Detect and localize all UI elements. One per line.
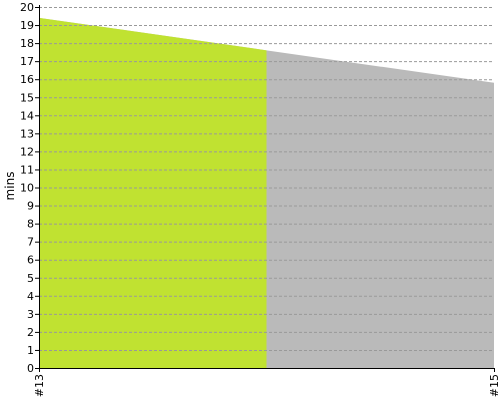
highlight-area xyxy=(39,17,267,369)
y-tick-label: 5 xyxy=(27,272,34,285)
y-tick-label: 9 xyxy=(27,200,34,213)
y-tick-label: 13 xyxy=(20,127,34,140)
y-tick-label: 8 xyxy=(27,218,34,231)
y-tick-label: 2 xyxy=(27,326,34,339)
y-tick-label: 15 xyxy=(20,91,34,104)
y-tick-label: 14 xyxy=(20,109,34,122)
y-tick-label: 6 xyxy=(27,254,34,267)
y-tick-label: 10 xyxy=(20,182,34,195)
grid-layer xyxy=(35,7,494,369)
y-tick-label: 12 xyxy=(20,145,34,158)
x-tick-labels: #13 #15 xyxy=(33,368,500,397)
y-axis-label: mins xyxy=(3,172,17,201)
axis-layer xyxy=(39,5,494,369)
y-tick-label: 0 xyxy=(27,362,34,375)
y-tick-label: 20 xyxy=(20,1,34,14)
x-tick-label: #15 xyxy=(488,374,500,397)
x-tick-label: #13 xyxy=(33,374,46,397)
y-tick-label: 11 xyxy=(20,163,34,176)
y-tick-label: 7 xyxy=(27,236,34,249)
y-tick-label: 19 xyxy=(20,19,34,32)
y-tick-label: 17 xyxy=(20,55,34,68)
y-tick-label: 1 xyxy=(27,344,34,357)
y-tick-label: 16 xyxy=(20,73,34,86)
y-tick-label: 18 xyxy=(20,37,34,50)
y-tick-label: 3 xyxy=(27,308,34,321)
y-tick-label: 4 xyxy=(27,290,34,303)
area-layer xyxy=(39,17,494,369)
